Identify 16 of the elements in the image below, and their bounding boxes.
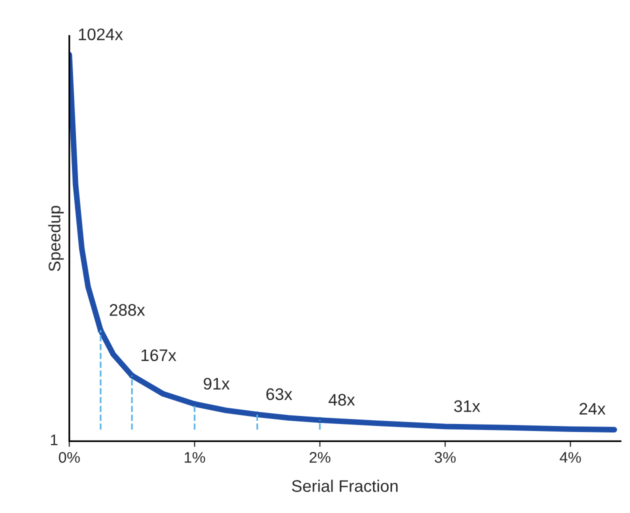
data-label: 48x xyxy=(328,394,355,406)
x-tick-label: 3% xyxy=(434,452,456,463)
text: 1 xyxy=(50,434,58,446)
data-label: 91x xyxy=(204,378,230,390)
x-tick-label: 4% xyxy=(560,452,581,463)
data-label: 167x xyxy=(142,349,176,362)
data-label: 288x xyxy=(110,304,145,316)
x-tick-label: 1% xyxy=(184,452,206,463)
x-tick-label: 2% xyxy=(310,452,330,463)
x-axis-title: Serial Fraction xyxy=(292,480,398,492)
data-label: 63x xyxy=(266,388,292,400)
data-label: 1024x xyxy=(78,28,123,40)
data-label: 24x xyxy=(580,402,606,415)
data-label: 31x xyxy=(454,400,480,412)
y-axis-title: Speedup xyxy=(48,206,64,272)
x-tick-label: 0% xyxy=(58,452,80,463)
